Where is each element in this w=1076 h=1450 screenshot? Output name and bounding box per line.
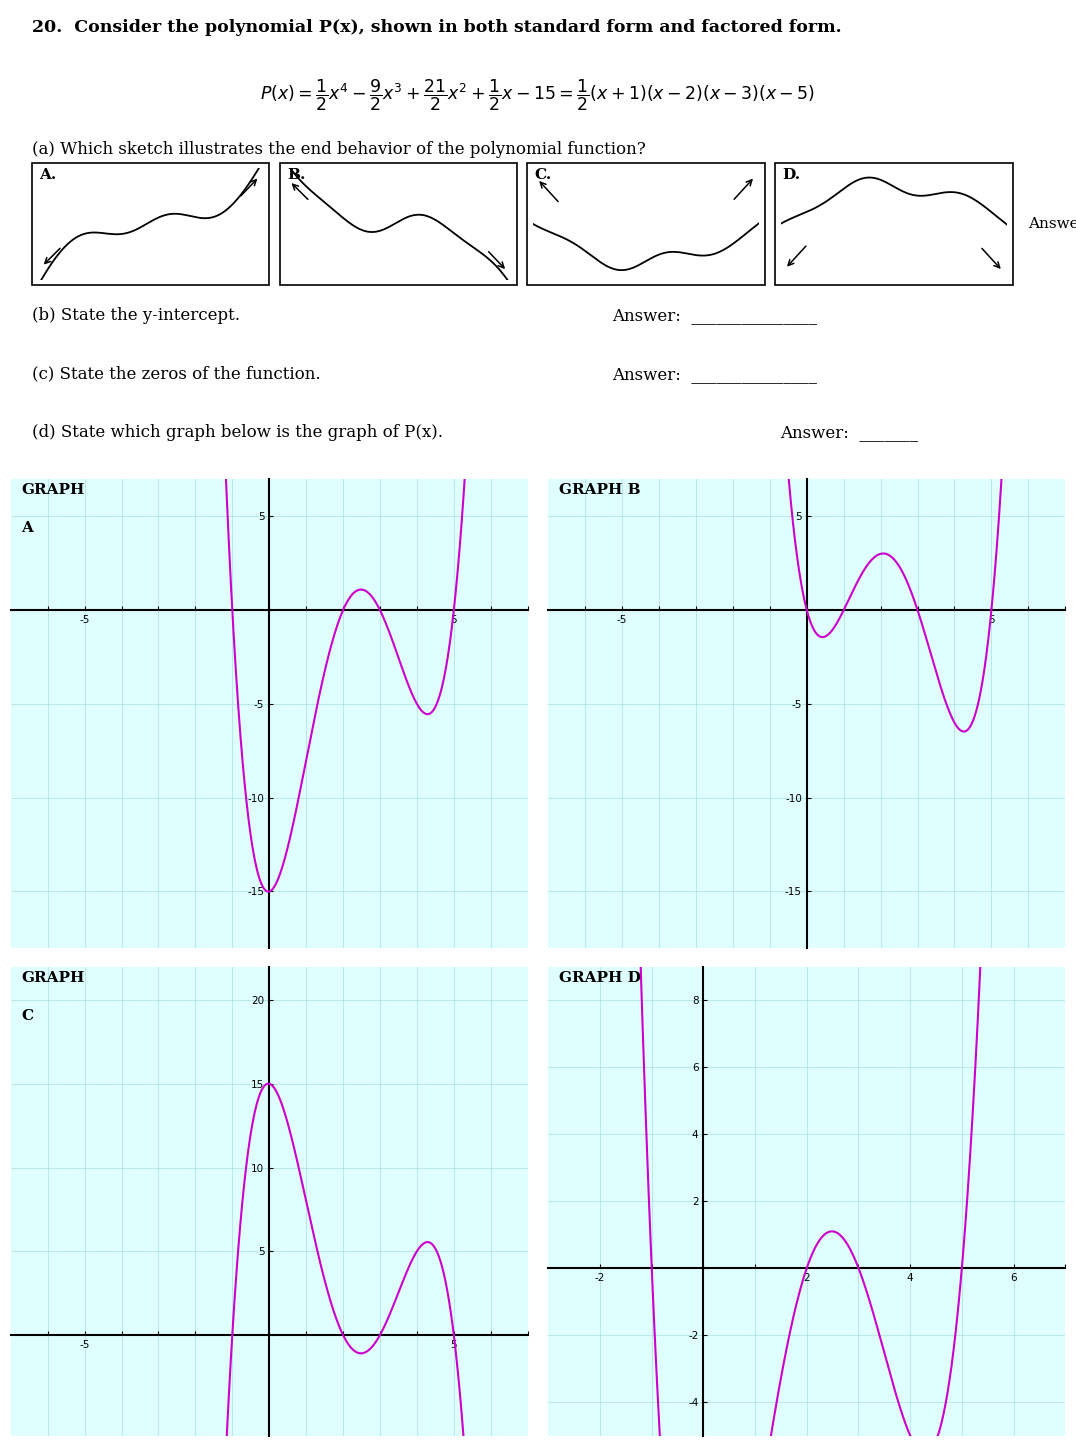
Text: (a) Which sketch illustrates the end behavior of the polynomial function?: (a) Which sketch illustrates the end beh… — [32, 141, 646, 158]
Text: A: A — [22, 521, 33, 535]
Text: (b) State the y-intercept.: (b) State the y-intercept. — [32, 307, 240, 325]
Text: D.: D. — [782, 168, 801, 181]
Text: C.: C. — [535, 168, 552, 181]
Text: B.: B. — [287, 168, 306, 181]
Bar — [527, 162, 765, 284]
Text: (c) State the zeros of the function.: (c) State the zeros of the function. — [32, 365, 321, 383]
Text: (d) State which graph below is the graph of P(x).: (d) State which graph below is the graph… — [32, 425, 443, 441]
Text: A.: A. — [39, 168, 56, 181]
Text: Answer:  _______: Answer: _______ — [1029, 216, 1076, 232]
Text: GRAPH: GRAPH — [22, 972, 85, 985]
Text: Answer:  _______________: Answer: _______________ — [612, 307, 817, 325]
Text: C: C — [22, 1009, 33, 1022]
Text: GRAPH: GRAPH — [22, 483, 85, 497]
Text: 20.  Consider the polynomial P(x), shown in both standard form and factored form: 20. Consider the polynomial P(x), shown … — [32, 19, 841, 36]
Text: Answer:  _______________: Answer: _______________ — [612, 365, 817, 383]
Text: GRAPH B: GRAPH B — [558, 483, 640, 497]
Text: Answer:  _______: Answer: _______ — [780, 425, 919, 441]
Bar — [32, 162, 269, 284]
Text: GRAPH D: GRAPH D — [558, 972, 640, 985]
Bar — [280, 162, 516, 284]
Text: $P(x) = \dfrac{1}{2}x^4 - \dfrac{9}{2}x^3 + \dfrac{21}{2}x^2 + \dfrac{1}{2}x - 1: $P(x) = \dfrac{1}{2}x^4 - \dfrac{9}{2}x^… — [260, 77, 816, 113]
Bar — [775, 162, 1013, 284]
